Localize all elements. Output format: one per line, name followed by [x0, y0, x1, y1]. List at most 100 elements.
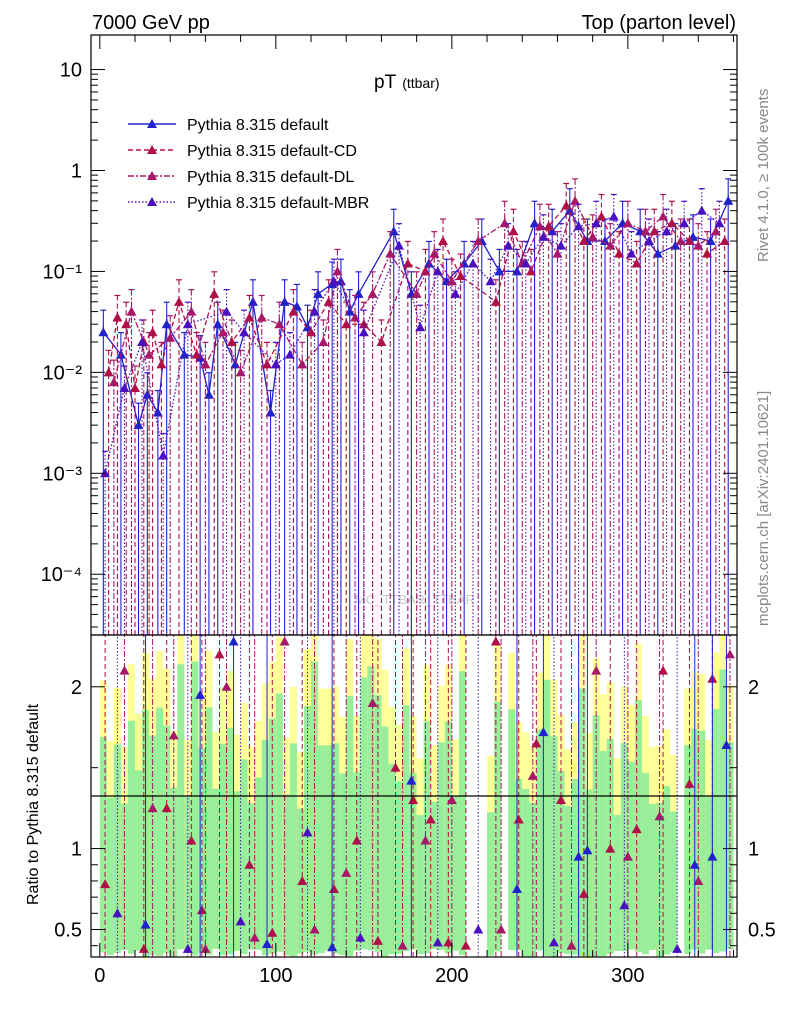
ratio-band-green — [564, 805, 572, 955]
ratio-point — [138, 943, 149, 953]
data-point — [235, 367, 246, 377]
ratio-band-green — [127, 720, 136, 954]
data-point — [200, 359, 211, 369]
data-point — [119, 382, 130, 392]
data-point — [438, 236, 449, 246]
ratio-band-green — [705, 796, 713, 950]
data-point — [262, 359, 273, 369]
data-point — [274, 319, 285, 329]
data-point — [526, 266, 537, 276]
ratio-point — [100, 879, 111, 889]
data-point — [534, 221, 545, 231]
data-point — [144, 349, 155, 359]
ratio-band-green — [670, 811, 678, 953]
data-point — [130, 382, 141, 392]
ratio-band-green — [423, 721, 431, 954]
data-point — [485, 276, 496, 286]
ratio-band-green — [163, 725, 171, 954]
data-point — [552, 248, 563, 258]
data-point — [643, 236, 654, 246]
data-point — [100, 468, 111, 478]
ratio-point — [408, 795, 419, 805]
data-point — [415, 322, 426, 332]
data-point — [182, 319, 193, 329]
data-point — [508, 226, 519, 236]
ratio-point — [221, 681, 232, 691]
data-point — [573, 221, 584, 231]
ratio-band-green — [508, 709, 516, 950]
ratio-point — [309, 924, 320, 934]
ratio-point — [372, 935, 383, 945]
ratio-point — [622, 851, 633, 861]
ratio-point — [566, 940, 577, 950]
data-point — [538, 231, 549, 241]
data-point — [265, 407, 276, 417]
ratio-point — [302, 827, 313, 837]
y-tick-label: 10⁻³ — [43, 463, 83, 485]
data-point — [221, 306, 232, 316]
legend-entry: Pythia 8.315 default-CD — [187, 143, 357, 160]
data-point — [288, 306, 299, 316]
ratio-point — [619, 900, 630, 910]
ratio-band-green — [177, 664, 185, 950]
data-point — [297, 359, 308, 369]
data-point — [244, 312, 255, 322]
data-point — [702, 248, 713, 258]
ratio-point — [367, 697, 378, 707]
ratio-point — [473, 924, 484, 934]
data-point — [344, 306, 355, 316]
ratio-band-green — [684, 745, 692, 954]
ratio-point — [200, 943, 211, 953]
data-point — [212, 319, 223, 329]
ratio-band-green — [395, 781, 403, 954]
data-point — [203, 389, 214, 399]
data-point — [608, 211, 619, 221]
data-point — [302, 322, 313, 332]
data-point — [358, 319, 369, 329]
data-point — [147, 327, 158, 337]
ratio-band-green — [346, 695, 354, 956]
data-point — [350, 312, 361, 322]
ratio-band-green — [325, 745, 333, 951]
data-point — [226, 336, 237, 346]
ratio-point — [390, 762, 401, 772]
data-point — [455, 271, 466, 281]
data-point — [649, 226, 660, 236]
data-point — [494, 266, 505, 276]
data-point — [596, 211, 607, 221]
data-point — [156, 359, 167, 369]
data-point — [432, 266, 443, 276]
data-point — [714, 218, 725, 228]
ratio-band-green — [212, 788, 220, 950]
ratio-band-green — [374, 695, 382, 952]
ratio-point — [496, 924, 507, 934]
ratio-tick-label-right: 0.5 — [748, 919, 776, 941]
data-point — [358, 327, 369, 337]
ratio-point — [140, 919, 151, 929]
x-tick-label: 300 — [611, 965, 644, 987]
data-point — [555, 240, 566, 250]
ratio-band-green — [261, 740, 269, 956]
y-tick-label: 10⁻¹ — [43, 261, 83, 283]
data-point — [578, 236, 589, 246]
ratio-band-green — [205, 707, 213, 955]
ratio-band-green — [416, 815, 424, 955]
data-point — [543, 221, 554, 231]
ratio-point — [658, 665, 669, 675]
ratio-ylabel: Ratio to Pythia 8.315 default — [25, 703, 42, 905]
ratio-point — [684, 778, 695, 788]
data-point — [429, 248, 440, 258]
data-point — [112, 312, 123, 322]
ratio-band-green — [543, 679, 551, 956]
data-point — [675, 236, 686, 246]
ratio-band-green — [367, 666, 375, 951]
data-point — [179, 349, 190, 359]
data-point — [705, 236, 716, 246]
mcplots-label: mcplots.cern.ch [arXiv:2401.10621] — [755, 391, 772, 626]
ratio-band-green — [522, 788, 530, 957]
data-point — [218, 327, 229, 337]
ratio-point — [654, 811, 665, 821]
ratio-band-green — [444, 721, 452, 954]
ratio-point — [460, 940, 471, 950]
data-point — [696, 205, 707, 215]
